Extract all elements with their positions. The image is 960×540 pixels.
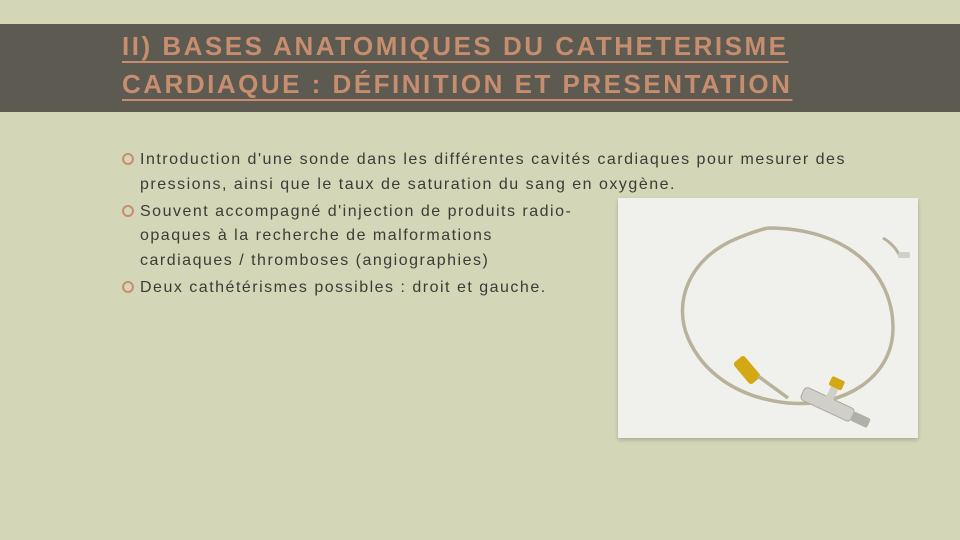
catheter-image <box>618 198 918 438</box>
bullet-text-line: opaques à la recherche de malformations <box>140 224 572 249</box>
bullet-circle-icon <box>122 205 134 217</box>
bullet-item: Introduction d'une sonde dans les différ… <box>122 148 942 198</box>
bullet-text-line: Deux cathétérismes possibles : droit et … <box>140 279 547 296</box>
bullet-text-line: Souvent accompagné d'injection de produi… <box>140 203 572 220</box>
bullet-circle-icon <box>122 153 134 165</box>
bullet-text: Souvent accompagné d'injection de produi… <box>140 200 572 274</box>
bullet-text-line: cardiaques / thromboses (angiographies) <box>140 249 572 274</box>
catheter-svg <box>618 198 918 438</box>
bullet-text: Deux cathétérismes possibles : droit et … <box>140 276 547 301</box>
bullet-text-line: pressions, ainsi que le taux de saturati… <box>140 173 846 198</box>
bullet-circle-icon <box>122 281 134 293</box>
bullet-text-line: Introduction d'une sonde dans les différ… <box>140 151 846 168</box>
bullet-text: Introduction d'une sonde dans les différ… <box>140 148 846 198</box>
slide-title: II) BASES ANATOMIQUES DU CATHETERISME CA… <box>122 28 882 103</box>
